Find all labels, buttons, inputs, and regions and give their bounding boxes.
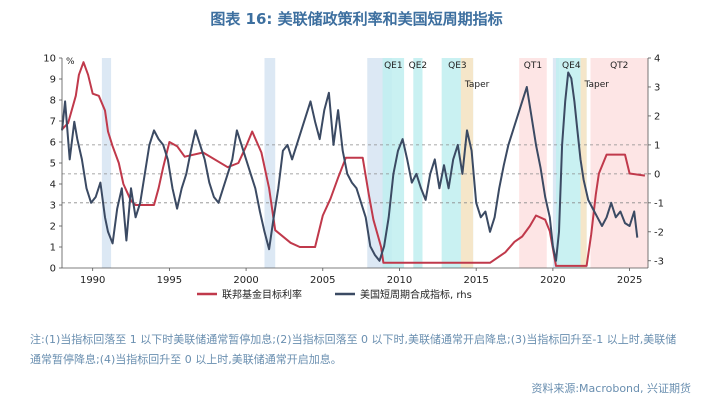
y-left-tick-label: 6 — [50, 138, 56, 149]
shade-label-4: QE2 — [409, 61, 428, 71]
y-left-tick-label: 3 — [50, 201, 56, 212]
y-left-tick-label: 4 — [50, 180, 56, 191]
y-left-tick-label: 10 — [43, 54, 56, 65]
x-tick-label: 2025 — [617, 275, 642, 286]
axes: 0 1 2 3 4 5 6 7 8 9 10 % -3 -2 -1 0 1 2 3 4 1990 1995 2000 2005… — [43, 54, 664, 287]
shade-label-9: QE4 — [562, 61, 581, 71]
x-tick-label: 2000 — [233, 275, 258, 286]
y-left-tick-label: 1 — [50, 243, 56, 254]
shade-region-4 — [413, 58, 423, 268]
y-left-tick-label: 0 — [50, 264, 56, 275]
series-indicator — [61, 71, 639, 262]
y-right-tick-label: -1 — [654, 198, 664, 209]
shade-label-11: QT2 — [610, 61, 628, 71]
x-tick-label: 2010 — [387, 275, 412, 286]
legend-label-fed-rate: 联邦基金目标利率 — [222, 288, 302, 301]
y-left-tick-label: 5 — [50, 159, 56, 170]
y-left-tick-label: 9 — [50, 75, 56, 86]
series-fed-rate — [61, 61, 646, 267]
shade-label-6: Taper — [464, 80, 490, 90]
y-left-tick-label: 2 — [50, 222, 56, 233]
shade-region-0 — [101, 58, 112, 268]
x-tick-label: 2020 — [540, 275, 565, 286]
source-text: 资料来源:Macrobond, 兴证期货 — [531, 382, 691, 395]
legend: 联邦基金目标利率 美国短周期合成指标, rhs — [197, 288, 472, 301]
y-right-tick-label: -2 — [654, 227, 664, 238]
x-tick-label: 1995 — [157, 275, 182, 286]
legend-label-indicator: 美国短周期合成指标, rhs — [360, 288, 472, 301]
x-tick-label: 2005 — [310, 275, 335, 286]
y-right-tick-label: 1 — [654, 140, 660, 151]
y-left-unit-label: % — [66, 57, 75, 67]
footnote: 注:(1)当指标回落至 1 以下时美联储通常暂停加息;(2)当指标回落至 0 以… — [30, 333, 677, 366]
x-tick-label: 2015 — [463, 275, 488, 286]
shade-label-7: QT1 — [524, 61, 542, 71]
y-right-tick-label: 4 — [654, 54, 660, 65]
indicator-line — [61, 71, 639, 262]
y-right-tick-label: 3 — [654, 82, 660, 93]
x-tick-label: 1990 — [80, 275, 105, 286]
shade-region-10 — [580, 58, 587, 268]
shade-region-1 — [264, 58, 276, 268]
shade-region-6 — [460, 58, 474, 268]
reference-lines — [62, 144, 648, 204]
y-right-tick-label: 2 — [654, 111, 660, 122]
y-left-tick-label: 7 — [50, 117, 56, 128]
fed-rate-line — [61, 61, 646, 267]
shade-label-3: QE1 — [384, 61, 403, 71]
shade-region-11 — [590, 58, 648, 268]
chart-title: 图表 16: 美联储政策利率和美国短周期指标 — [210, 10, 503, 28]
y-right-tick-label: -3 — [654, 256, 664, 267]
y-right-tick-label: 0 — [654, 169, 660, 180]
shade-label-10: Taper — [584, 80, 610, 90]
shade-label-5: QE3 — [448, 61, 467, 71]
y-left-tick-label: 8 — [50, 96, 56, 107]
